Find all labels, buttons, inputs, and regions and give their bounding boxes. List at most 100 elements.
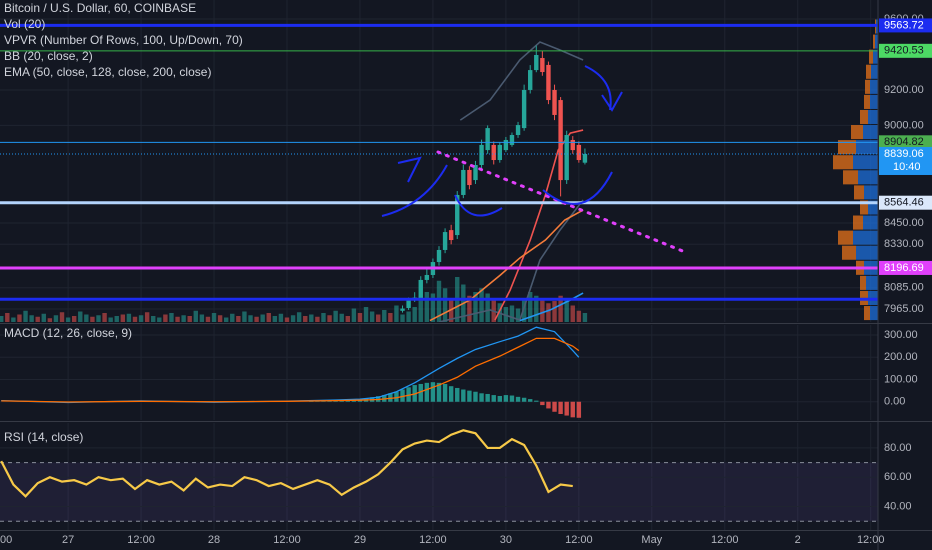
candle-body [497,144,503,161]
volume-bar [351,308,357,322]
vpvr-bar [875,34,878,49]
volume-bar [266,313,271,322]
x-tick-label: 12:00 [419,534,447,546]
candle-body [473,164,478,181]
volume-bar [375,314,381,322]
x-tick-label: 29 [354,534,366,546]
volume-bar [278,313,284,322]
volume-bar [23,310,28,322]
volume-bar [17,314,22,322]
volume-bar [211,313,217,322]
volume-bar [223,317,229,322]
candle-body [570,139,575,151]
volume-bar [187,316,192,322]
symbol-title: Bitcoin / U.S. Dollar, 60, COINBASE [4,1,196,15]
vpvr-bar [863,125,878,140]
y-tick-label: 8450.00 [884,217,924,229]
rsi-band [0,462,878,522]
volume-bar [582,313,588,322]
y-tick-label: 8085.00 [884,282,924,294]
x-tick-label: 12:00 [711,534,739,546]
candle-body [418,279,423,299]
histogram-bar [515,396,521,402]
vpvr-bar [856,245,878,260]
y-tick-label: 100.00 [884,373,918,385]
y-tick-label: 9000.00 [884,119,924,131]
volume-bar [181,315,186,322]
vpvr-bar [866,275,878,290]
volume-bar [84,314,89,322]
candle-body [479,144,484,165]
vpvr-bar [868,109,878,125]
volume-bar [120,314,126,322]
candle-body [424,274,430,280]
y-tick-label: 9200.00 [884,84,924,96]
volume-bar [175,316,180,322]
volume-bar [540,299,545,322]
x-tick-label: 12:00 [273,534,301,546]
histogram-bar [400,389,405,402]
volume-bar [236,316,241,322]
volume-bar [157,317,162,322]
histogram-bar [473,391,478,402]
volume-bar [0,316,4,322]
y-tick-label: 8330.00 [884,238,924,250]
drawings [381,65,687,254]
histogram-bar [576,401,582,418]
volume-bar [382,310,387,322]
volume-bar [339,313,344,322]
volume-bar [260,314,265,322]
countdown-label: 10:40 [893,161,921,173]
histogram-bar [540,401,545,406]
volume-bar [509,305,515,322]
candle-body [448,230,454,241]
vpvr-bar [866,64,871,79]
volume-bar [138,315,144,322]
vpvr-bar [856,140,878,155]
volume-bar [230,313,235,322]
volume-bar [78,311,83,322]
x-tick-label: 12:00 [127,534,155,546]
indicator-label: EMA (50, close, 128, close, 200, close) [4,65,211,79]
volume-bar [41,313,46,322]
volume-bar [284,317,290,322]
volume-bar [309,314,314,322]
vpvr-bar [833,155,853,170]
vpvr-bar [843,170,858,185]
volume-bar [473,292,478,322]
price-label-bg [879,43,932,58]
volume-bar [576,310,582,322]
histogram-bar [546,401,551,409]
volume-bar [71,316,77,322]
histogram-bar [455,387,460,402]
volume-bar [436,280,442,322]
volume-bar [303,316,308,322]
vpvr-bar [838,140,856,155]
candle-body [576,144,582,161]
y-tick-label: 60.00 [884,471,912,483]
histogram-bar [509,395,515,402]
volume-bar [485,293,490,322]
volume-bar [199,314,205,322]
candle-body [406,300,411,308]
macd-title: MACD (12, 26, close, 9) [4,326,132,340]
rsi-pane [0,423,878,530]
drawing-arc [584,65,612,111]
volume-bar [169,313,174,322]
vpvr-bar [860,200,868,215]
axes: 00 27 12:00 28 12:00 29 12:00 30 12:00 May 12:00 2 1… [0,13,932,546]
histogram-bar [497,395,503,402]
volume-bar [369,311,375,322]
candle-body [534,54,539,71]
volume-bar [442,288,448,322]
candle-body [455,194,460,236]
volume-bar [114,316,119,322]
volume-bar [108,317,113,322]
histogram-bar [442,383,448,402]
volume-bar [345,316,350,322]
vpvr-bar [842,245,856,260]
volume-bar [570,305,575,322]
x-tick-label: 27 [62,534,74,546]
